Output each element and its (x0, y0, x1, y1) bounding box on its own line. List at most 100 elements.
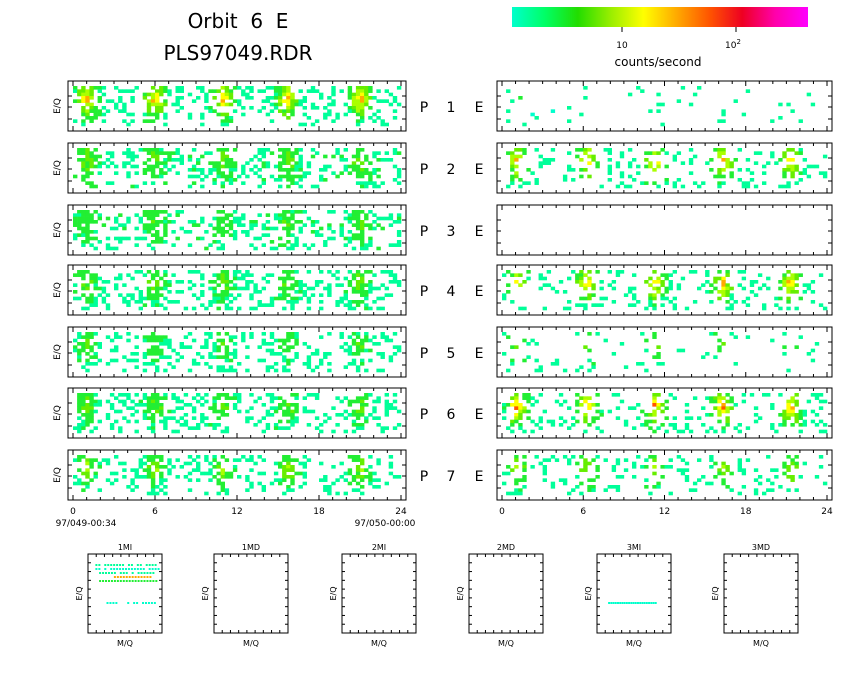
heat-cell (562, 481, 568, 486)
heat-cell (220, 488, 225, 492)
heat-cell (85, 300, 90, 304)
heat-cell (253, 246, 258, 251)
heat-cell (636, 300, 641, 304)
heat-cell (191, 168, 197, 172)
heat-cell (114, 86, 119, 90)
heat-cell (142, 303, 148, 307)
heat-cell (376, 89, 381, 93)
heat-cell (351, 246, 357, 251)
heat-cell (782, 465, 787, 469)
heat-cell (163, 426, 168, 430)
heat-cell (737, 491, 742, 496)
heat-cell (101, 112, 107, 117)
heat-cell (142, 148, 148, 152)
heat-cell (355, 416, 361, 420)
heat-cell (818, 406, 824, 410)
heat-cell (753, 406, 759, 410)
heat-cell (163, 112, 168, 117)
heat-cell (290, 458, 295, 462)
heat-cell (384, 293, 389, 297)
heat-cell (130, 184, 135, 189)
mass-data-point (612, 602, 615, 604)
heat-cell (587, 161, 592, 165)
heat-cell (323, 240, 328, 244)
heat-cell (146, 99, 152, 103)
heat-cell (85, 396, 90, 400)
mass-data-point (99, 572, 102, 574)
mass-data-point (648, 602, 651, 604)
heat-cell (319, 92, 324, 97)
heat-cell (294, 355, 299, 359)
colorbar-tick-label-10: 10 (616, 41, 628, 51)
heat-cell (351, 164, 357, 169)
mass-panels: 1MIE/QM/Q1MDE/QM/Q2MIE/QM/Q2MDE/QM/Q3MIE… (75, 543, 799, 648)
heat-cell (502, 293, 507, 297)
mass-data-point (133, 568, 136, 570)
heat-cell (93, 296, 98, 301)
heat-cell (138, 216, 143, 221)
heat-cell (298, 280, 303, 284)
mass-panel-frame (468, 553, 544, 634)
heat-cell (290, 345, 295, 349)
heat-cell (660, 303, 665, 307)
heat-cell (364, 468, 369, 472)
heat-cell (85, 368, 90, 373)
heat-cell (122, 475, 127, 479)
heat-cell (310, 223, 316, 227)
heat-cell (216, 273, 221, 277)
heat-cell (126, 220, 131, 224)
mass-data-point (152, 580, 155, 582)
heat-cell (360, 233, 365, 237)
heat-cell (187, 368, 193, 373)
heat-cell (241, 213, 246, 217)
heat-cell (327, 109, 332, 113)
heat-cell (241, 276, 246, 281)
heat-cell (818, 465, 824, 469)
heat-cell (364, 102, 369, 107)
heat-cell (81, 283, 86, 287)
heat-cell (514, 148, 519, 152)
heat-cell (118, 393, 123, 397)
heat-cell (216, 306, 221, 311)
heat-cell (134, 335, 139, 339)
heat-cell (331, 92, 336, 97)
heat-cell (89, 296, 94, 301)
heat-cell (245, 419, 250, 424)
heat-cell (265, 423, 271, 427)
heat-cell (179, 226, 184, 231)
heat-cell (818, 419, 824, 424)
heat-cell (583, 413, 588, 417)
heat-cell (261, 164, 266, 169)
heat-cell (510, 154, 515, 159)
heat-cell (298, 168, 303, 172)
heat-cell (286, 148, 291, 152)
heat-cell (89, 335, 94, 339)
heat-cell (392, 164, 398, 169)
heat-cell (396, 409, 402, 414)
heat-cell (163, 491, 168, 496)
heat-cell (224, 458, 230, 462)
heat-cell (142, 296, 148, 301)
heat-cell (290, 283, 295, 287)
heat-cell (228, 178, 234, 182)
heat-cell (150, 293, 156, 297)
heat-cell (81, 216, 86, 221)
heat-cell (155, 158, 160, 162)
heat-cell (725, 423, 730, 427)
heat-cell (159, 396, 164, 400)
heat-cell (118, 461, 123, 466)
heat-cell (376, 168, 381, 172)
heat-cell (286, 92, 291, 97)
heat-cell (306, 116, 312, 120)
heat-cell (265, 161, 271, 165)
heat-cell (130, 478, 135, 482)
heat-cell (583, 168, 588, 172)
heat-cell (150, 233, 156, 237)
heat-cell (126, 148, 131, 152)
heat-cell (692, 154, 698, 159)
heat-cell (126, 151, 131, 155)
heat-cell (514, 413, 519, 417)
heat-cell (200, 283, 205, 287)
heat-cell (249, 306, 254, 311)
heat-cell (286, 223, 291, 227)
